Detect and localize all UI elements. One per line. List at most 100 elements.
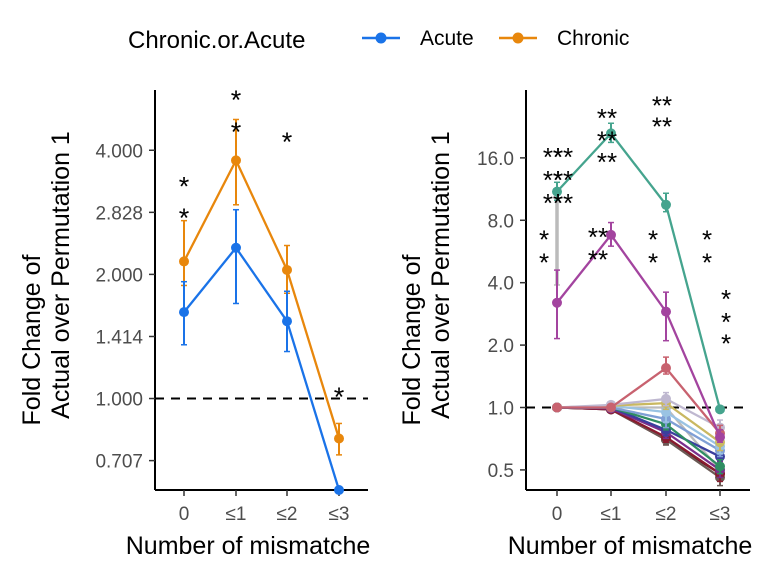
- y-tick-label: 1.000: [95, 390, 143, 411]
- data-point: [606, 402, 616, 413]
- y-tick-label: 16.0: [477, 149, 514, 170]
- significance-star: *: [231, 117, 242, 147]
- y-tick-label: 4.000: [95, 141, 143, 162]
- data-point: [334, 485, 344, 495]
- legend-title: Chronic.or.Acute: [128, 27, 305, 54]
- data-point: [231, 155, 241, 166]
- data-point: [715, 404, 725, 415]
- significance-star: *: [539, 248, 549, 278]
- data-point: [282, 316, 292, 327]
- significance-star: *: [231, 85, 242, 115]
- x-tick-label: 0: [552, 504, 563, 525]
- significance-star: *: [721, 284, 731, 314]
- significance-star: **: [597, 147, 617, 177]
- significance-star: **: [652, 112, 672, 142]
- y-tick-label: 2.828: [95, 203, 143, 224]
- left-y-axis-label-line1: Fold Change of: [18, 254, 46, 425]
- data-point: [661, 393, 671, 404]
- right-y-axis-label-line2: Actual over Permutation 1: [427, 131, 455, 419]
- significance-star: **: [597, 125, 617, 155]
- significance-star: *: [721, 307, 731, 337]
- right-panel: 0.51.02.04.08.016.00 ≤1 ≤2 ≤3**************…: [398, 90, 752, 560]
- legend-label-chronic: Chronic: [557, 27, 629, 50]
- legend: Chronic.or.Acute Acute Chronic: [128, 27, 629, 54]
- right-x-axis-label: Number of mismatche: [508, 532, 753, 560]
- y-tick-label: 1.0: [488, 399, 514, 420]
- significance-star: *: [702, 248, 712, 278]
- series-1: [552, 221, 725, 443]
- significance-star: **: [588, 222, 608, 252]
- y-tick-label: 0.707: [95, 452, 143, 473]
- data-point: [606, 128, 616, 139]
- data-point: [715, 432, 725, 443]
- significance-star: **: [543, 188, 563, 218]
- x-tick-label: ≤1: [601, 504, 622, 525]
- significance-star: *: [539, 224, 549, 254]
- y-tick-label: 1.414: [95, 327, 143, 348]
- significance-star: *: [179, 203, 190, 233]
- significance-star: **: [543, 142, 563, 172]
- significance-star: *: [648, 248, 658, 278]
- data-point: [661, 306, 671, 317]
- series-line: [556, 131, 722, 410]
- legend-key-acute-dot: [375, 32, 387, 44]
- significance-star: *: [648, 224, 658, 254]
- series-line: [182, 157, 341, 439]
- series-line: [557, 366, 721, 435]
- significance-star: **: [543, 165, 563, 195]
- legend-key-chronic-dot: [512, 32, 524, 44]
- left-y-axis-label-line2: Actual over Permutation 1: [47, 131, 75, 419]
- significance-star: **: [652, 90, 672, 120]
- significance-star: **: [553, 165, 573, 195]
- right-chart-marks: 0.51.02.04.08.016.00 ≤1 ≤2 ≤3**************…: [477, 90, 750, 525]
- data-point: [606, 229, 616, 240]
- legend-item-chronic: Chronic: [499, 27, 629, 50]
- significance-star: **: [553, 142, 573, 172]
- data-point: [552, 402, 562, 413]
- data-point: [715, 461, 725, 472]
- series-0: [552, 122, 725, 415]
- x-tick-label: ≤3: [710, 504, 731, 525]
- data-point: [282, 264, 292, 275]
- right-y-axis-label-line1: Fold Change of: [398, 254, 426, 425]
- series-6: [552, 402, 725, 458]
- significance-star: *: [179, 171, 190, 201]
- y-tick-label: 4.0: [488, 274, 514, 295]
- y-tick-label: 8.0: [488, 211, 514, 232]
- x-tick-label: ≤2: [656, 504, 677, 525]
- x-tick-label: ≤2: [277, 504, 298, 525]
- x-tick-label: 0: [179, 504, 190, 525]
- series-0: [179, 208, 344, 495]
- left-x-axis-label: Number of mismatche: [126, 532, 371, 560]
- significance-star: **: [553, 188, 573, 218]
- y-tick-label: 2.0: [488, 336, 514, 357]
- significance-star: *: [721, 329, 731, 359]
- significance-star: *: [282, 127, 293, 157]
- series-line: [556, 233, 722, 438]
- series-1: [179, 118, 344, 456]
- y-tick-label: 0.5: [488, 461, 514, 482]
- x-tick-label: ≤1: [226, 504, 247, 525]
- data-point: [661, 363, 671, 374]
- y-tick-label: 2.000: [95, 265, 143, 286]
- significance-star: *: [702, 224, 712, 254]
- series-line: [183, 245, 341, 491]
- x-tick-label: ≤3: [329, 504, 350, 525]
- series-13: [552, 192, 725, 481]
- significance-star: **: [588, 244, 608, 274]
- data-point: [179, 256, 189, 267]
- data-point: [661, 199, 671, 210]
- data-point: [552, 186, 562, 197]
- legend-item-acute: Acute: [362, 27, 474, 50]
- series-line: [556, 397, 721, 429]
- legend-label-acute: Acute: [420, 27, 474, 50]
- significance-star: **: [597, 103, 617, 133]
- data-point: [179, 307, 189, 318]
- data-point: [334, 433, 344, 444]
- significance-star: *: [334, 382, 345, 412]
- data-point: [552, 297, 562, 308]
- data-point: [231, 242, 241, 253]
